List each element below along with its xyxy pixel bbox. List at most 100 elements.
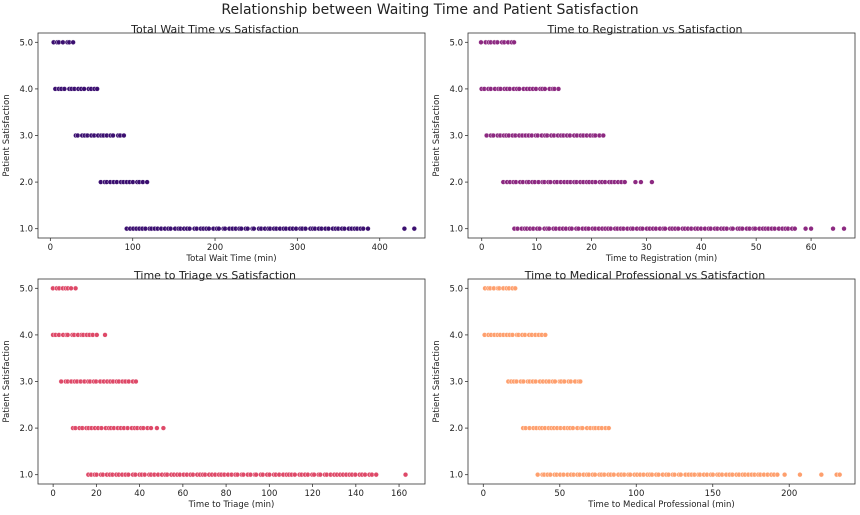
- data-point: [325, 226, 332, 232]
- subplot-total-wait: Total Wait Time vs Satisfaction 1.0 2.0 3.…: [0, 19, 430, 269]
- data-point-outlier: [154, 425, 160, 431]
- data-point: [206, 226, 212, 232]
- data-point: [142, 472, 148, 478]
- x-tick-label: 0: [481, 489, 486, 499]
- data-point: [360, 226, 366, 232]
- x-axis-label: Time to Registration (min): [605, 254, 717, 264]
- data-point: [245, 226, 251, 232]
- data-point: [60, 39, 66, 45]
- data-point-outlier: [802, 226, 809, 232]
- data-point: [639, 226, 646, 232]
- data-point: [317, 472, 323, 478]
- data-point-outlier: [841, 226, 847, 232]
- data-point: [478, 39, 484, 45]
- data-point: [568, 378, 574, 385]
- subplot-triage: Time to Triage vs Satisfaction 1.0 2.0 3.0…: [0, 265, 430, 515]
- x-tick-label: 120: [304, 489, 320, 499]
- data-point-outlier: [402, 472, 409, 478]
- data-point-outlier: [632, 179, 639, 185]
- y-tick-label: 5.0: [19, 38, 33, 48]
- data-point: [61, 86, 68, 92]
- x-tick-label: 100: [628, 489, 644, 499]
- data-point: [600, 132, 606, 139]
- data-point: [70, 39, 76, 45]
- data-point-outlier: [160, 425, 166, 431]
- y-tick-label: 1.0: [449, 471, 463, 481]
- data-point: [75, 132, 81, 139]
- data-point-outlier: [102, 332, 108, 338]
- data-point: [65, 332, 71, 338]
- data-point: [222, 226, 228, 232]
- data-point: [570, 425, 576, 431]
- data-point-outlier: [782, 472, 788, 478]
- y-tick-label: 1.0: [19, 471, 33, 481]
- data-point: [251, 226, 257, 232]
- data-point-outlier: [797, 472, 803, 478]
- x-tick-label: 150: [705, 489, 721, 499]
- data-point: [678, 472, 684, 478]
- figure-title: Relationship between Waiting Time and Pa…: [221, 2, 639, 18]
- data-point: [266, 472, 273, 478]
- data-point: [94, 86, 100, 92]
- x-tick-label: 50: [751, 243, 762, 253]
- data-point: [577, 378, 583, 385]
- y-tick-label: 2.0: [449, 178, 463, 188]
- data-point: [121, 132, 127, 139]
- x-tick-label: 100: [125, 243, 141, 253]
- x-tick-label: 20: [91, 489, 102, 499]
- data-point: [253, 472, 259, 478]
- data-point: [774, 472, 780, 478]
- scatter-plot: 1.0 2.0 3.0 4.0 5.0 0 50 100 150 200 Time to Medic…: [432, 278, 856, 510]
- data-point: [532, 378, 539, 385]
- x-tick-label: 200: [207, 243, 223, 253]
- data-point: [125, 472, 131, 478]
- scatter-plot: 1.0 2.0 3.0 4.0 5.0 0 100 200 300 400 Total Wait T…: [2, 32, 426, 264]
- data-point: [592, 179, 599, 185]
- data-point: [352, 472, 358, 478]
- data-point: [542, 86, 548, 92]
- data-point: [369, 472, 375, 478]
- data-point: [311, 472, 317, 478]
- x-tick-label: 140: [348, 489, 364, 499]
- data-point: [552, 378, 558, 385]
- x-tick-label: 60: [806, 243, 817, 253]
- data-point: [93, 472, 100, 478]
- x-axis-label: Time to Medical Professional (min): [587, 500, 734, 510]
- scatter-plot: 1.0 2.0 3.0 4.0 5.0 0 10 20 30 40 50 60 Time to Regi…: [432, 32, 856, 264]
- data-point: [216, 226, 222, 232]
- data-point: [98, 425, 105, 431]
- data-point: [710, 472, 716, 478]
- data-point: [511, 39, 517, 45]
- x-tick-label: 0: [479, 243, 484, 253]
- scatter-plot: 1.0 2.0 3.0 4.0 5.0 0 20 40 60 80 100 120 140 160 Time…: [2, 278, 426, 510]
- subplot-medical-professional: Time to Medical Professional vs Satisfac…: [430, 265, 860, 515]
- x-tick-label: 0: [48, 243, 53, 253]
- y-tick-label: 4.0: [19, 331, 33, 341]
- data-point: [622, 179, 628, 185]
- x-tick-label: 80: [221, 489, 232, 499]
- data-point: [536, 226, 543, 232]
- data-point: [302, 226, 309, 232]
- x-tick-label: 30: [641, 243, 652, 253]
- data-point: [627, 472, 633, 478]
- y-tick-label: 2.0: [449, 424, 463, 434]
- data-point: [592, 472, 598, 478]
- x-tick-label: 10: [531, 243, 542, 253]
- data-point: [662, 226, 668, 232]
- x-tick-label: 300: [289, 243, 305, 253]
- data-point: [671, 472, 678, 478]
- data-point-outlier: [808, 226, 814, 232]
- data-point: [133, 378, 139, 385]
- x-tick-label: 50: [554, 489, 565, 499]
- y-axis-label: Patient Satisfaction: [432, 340, 442, 422]
- data-point: [520, 378, 526, 385]
- data-point: [535, 472, 541, 478]
- data-point: [186, 226, 193, 232]
- data-point: [68, 285, 74, 291]
- data-point-outlier: [649, 179, 655, 185]
- data-point: [724, 226, 730, 232]
- data-point: [739, 226, 745, 232]
- data-point: [569, 226, 575, 232]
- data-point: [606, 425, 612, 431]
- x-tick-label: 100: [261, 489, 277, 499]
